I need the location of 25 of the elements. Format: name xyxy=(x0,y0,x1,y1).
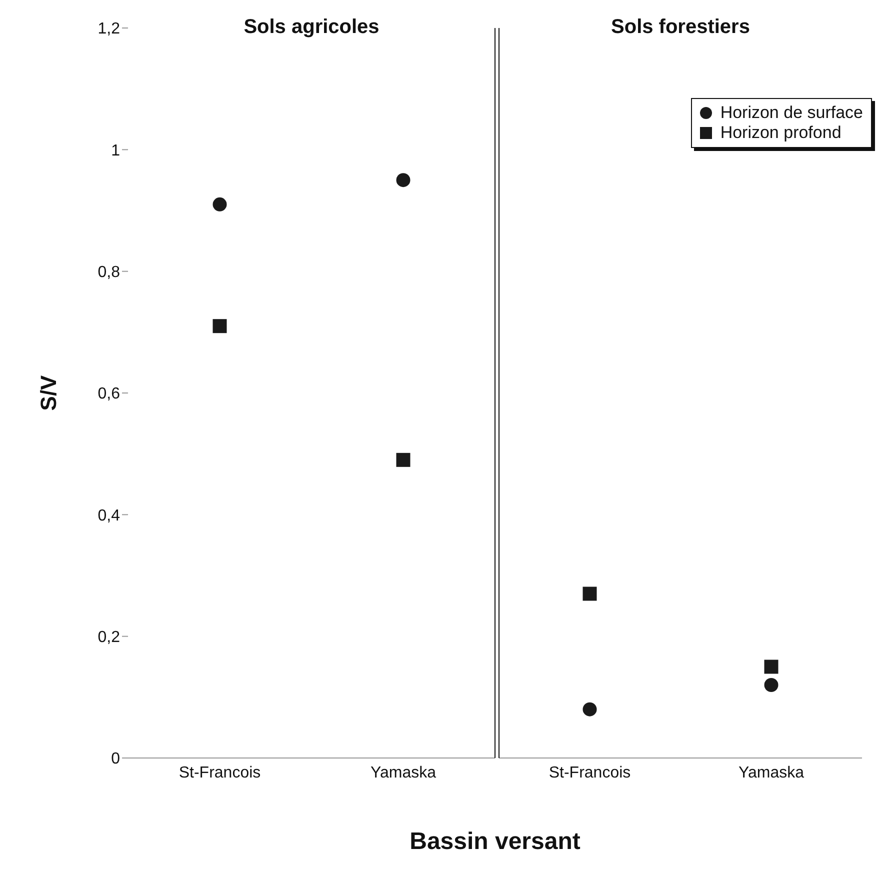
x-tick-label: St-Francois xyxy=(178,764,261,782)
point xyxy=(396,173,410,188)
y-tick-label: 1 xyxy=(111,142,120,160)
point xyxy=(582,702,597,716)
chart-title: Sols agricoles xyxy=(242,16,380,38)
point xyxy=(212,319,227,334)
y-tick-label: 0,8 xyxy=(98,264,120,282)
legend-label: Horizon de surface xyxy=(720,103,863,123)
x-tick-label: St-Francois xyxy=(548,764,631,782)
point xyxy=(396,452,410,467)
x-tick-label: Yamaska xyxy=(370,764,436,782)
point xyxy=(582,586,597,601)
y-axis-title: S/V xyxy=(36,374,61,411)
y-tick-label: 0,2 xyxy=(98,629,120,646)
y-tick-label: 0,6 xyxy=(98,386,120,403)
y-tick-label: 0 xyxy=(111,750,120,768)
point xyxy=(764,660,778,674)
y-tick-label: 1,2 xyxy=(98,20,120,38)
legend-label: Horizon profond xyxy=(720,123,842,143)
x-axis-title: Bassin versant xyxy=(408,828,582,856)
point xyxy=(764,678,778,692)
chart-title: Sols forestiers xyxy=(610,16,751,38)
y-tick-label: 0,4 xyxy=(98,507,120,524)
point xyxy=(212,197,227,212)
x-tick-label: Yamaska xyxy=(738,764,804,782)
